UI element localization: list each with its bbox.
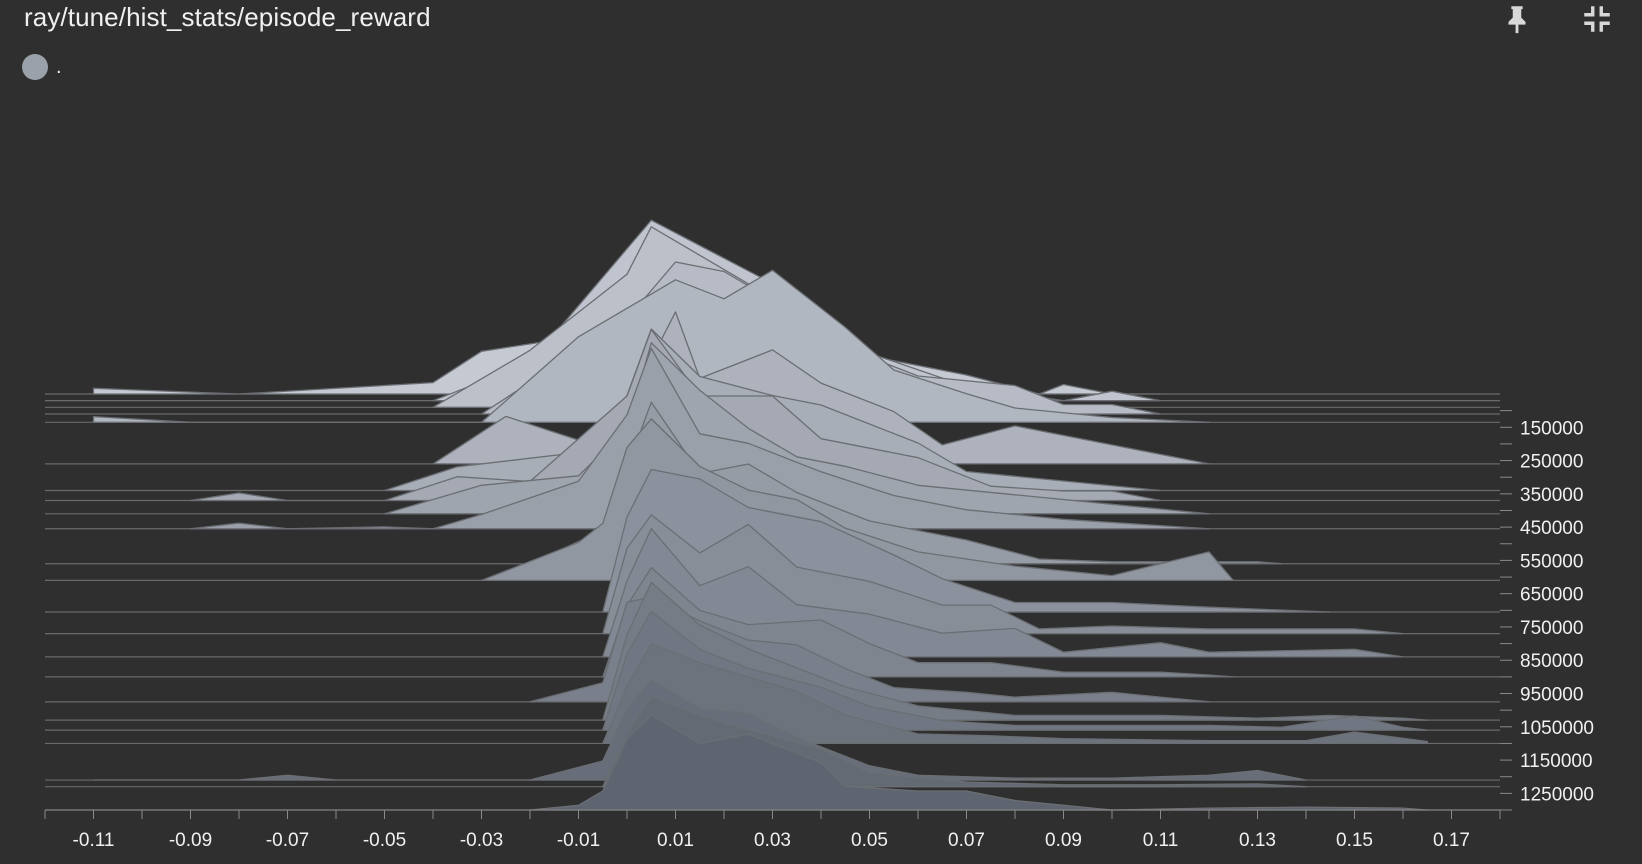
step-tick-label: 950000 xyxy=(1520,685,1583,706)
x-axis: -0.11 -0.09 -0.07 -0.05 -0.03 -0.01 0.01 0.03 0.… xyxy=(44,809,1501,851)
x-tick-label: 0.13 xyxy=(1239,830,1276,851)
x-tick-label: -0.03 xyxy=(460,830,503,851)
fullscreen-exit-icon[interactable] xyxy=(1580,2,1614,36)
histogram-series-455000 xyxy=(189,347,1210,530)
histogram-series-1300000 xyxy=(529,714,1428,811)
chart-title: ray/tune/hist_stats/episode_reward xyxy=(24,2,431,32)
x-tick-label: -0.07 xyxy=(266,830,309,851)
step-tick-label: 350000 xyxy=(1520,485,1583,506)
x-tick-label: 0.15 xyxy=(1336,830,1373,851)
pin-icon[interactable] xyxy=(1500,2,1534,36)
step-tick-label: 450000 xyxy=(1520,518,1583,539)
x-tick-label: 0.11 xyxy=(1143,830,1179,851)
step-tick-label: 250000 xyxy=(1520,452,1583,473)
legend[interactable]: . xyxy=(22,54,62,80)
x-tick-label: -0.01 xyxy=(557,830,600,851)
step-tick-label: 1050000 xyxy=(1520,718,1594,739)
histogram-series-770000 xyxy=(602,514,1404,635)
legend-label: . xyxy=(56,55,62,78)
x-tick-label: 0.03 xyxy=(754,830,791,851)
step-tick-label: 750000 xyxy=(1520,618,1583,639)
x-tick-label: 0.09 xyxy=(1045,830,1082,851)
step-tick-label: 550000 xyxy=(1520,551,1583,572)
step-tick-label: 1250000 xyxy=(1520,784,1594,805)
x-tick-label: -0.09 xyxy=(169,830,212,851)
step-tick-label: 150000 xyxy=(1520,418,1583,439)
x-tick-label: 0.17 xyxy=(1433,830,1470,851)
x-tick-label: 0.07 xyxy=(948,830,985,851)
x-tick-label: 0.05 xyxy=(851,830,888,851)
x-tick-label: 0.01 xyxy=(657,830,694,851)
step-tick-label: 1150000 xyxy=(1520,751,1593,772)
step-tick-label: 650000 xyxy=(1520,585,1583,606)
step-tick-label: 850000 xyxy=(1520,651,1583,672)
histogram-series-1100000 xyxy=(602,643,1428,745)
x-tick-label: -0.05 xyxy=(363,830,406,851)
legend-swatch xyxy=(22,54,48,80)
x-tick-label: -0.11 xyxy=(73,830,115,851)
series-group xyxy=(92,219,1428,811)
step-axis: 150000 250000 350000 450000 550000 650000 7500… xyxy=(1500,410,1594,811)
